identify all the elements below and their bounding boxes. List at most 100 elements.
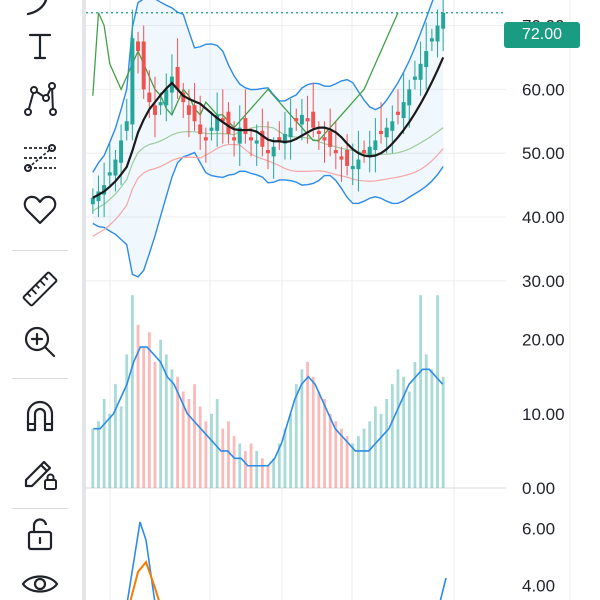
price-axis-label: 50.00	[522, 144, 565, 163]
volume-bar	[193, 384, 196, 488]
candle-body	[345, 150, 350, 166]
eye-icon[interactable]	[16, 560, 64, 600]
oscillator-signal-line	[129, 559, 160, 600]
candle-body	[305, 118, 310, 122]
candle-body	[260, 130, 265, 147]
candle-body	[124, 121, 129, 131]
candle-body	[299, 114, 304, 125]
volume-bar	[176, 376, 179, 488]
candle-body	[198, 124, 203, 135]
volume-bar	[260, 458, 264, 488]
oscillator-line-recent	[439, 577, 447, 600]
candle-body	[390, 121, 395, 131]
text-tool-icon[interactable]	[16, 22, 64, 70]
volume-bar	[385, 399, 389, 488]
volume-bar	[407, 391, 411, 488]
candle-body	[181, 92, 186, 103]
volume-bar	[255, 450, 259, 488]
price-axis-label: 10.00	[522, 405, 565, 424]
candle-body	[119, 140, 124, 163]
unlock-icon[interactable]	[16, 510, 64, 558]
candle-body	[435, 25, 440, 42]
volume-bar	[277, 443, 281, 488]
grid-lines	[86, 0, 571, 600]
price-axis-label: 60.00	[522, 80, 565, 99]
volume-bar	[357, 436, 360, 488]
candle-body	[237, 127, 242, 144]
toolbar-separator	[12, 250, 68, 251]
candle-body	[356, 159, 361, 170]
candle-body	[362, 150, 367, 154]
candle-body	[243, 118, 248, 135]
ruler-icon[interactable]	[16, 265, 64, 313]
volume-bar	[130, 295, 134, 488]
price-axis-label: 4.00	[522, 577, 555, 596]
zoom-in-icon[interactable]	[16, 318, 64, 366]
volume-pane	[91, 295, 445, 488]
volume-bar	[227, 421, 230, 488]
candle-body	[277, 137, 282, 141]
candle-body	[367, 146, 372, 157]
chart-area[interactable]: 70.0060.0050.0040.0030.0020.0010.000.006…	[86, 0, 600, 600]
volume-bar	[283, 428, 287, 488]
candle-body	[294, 118, 299, 122]
price-axis[interactable]: 70.0060.0050.0040.0030.0020.0010.000.006…	[522, 17, 565, 596]
candle-body	[441, 12, 446, 29]
volume-bar	[306, 361, 309, 488]
candle-body	[322, 137, 327, 141]
oscillator-pane	[126, 521, 447, 600]
volume-bar	[340, 428, 343, 488]
volume-bar	[204, 421, 208, 488]
oscillator-line	[126, 521, 156, 600]
volume-bar	[187, 399, 191, 488]
volume-bar	[136, 324, 140, 488]
drawing-toolbar	[0, 0, 80, 600]
volume-bar	[215, 399, 219, 488]
bollinger-lower-line	[92, 151, 444, 278]
volume-bar	[108, 413, 112, 488]
candle-body	[379, 130, 384, 135]
lock-drawing-icon[interactable]	[16, 448, 64, 496]
volume-bar	[147, 332, 151, 488]
candle-body	[209, 127, 214, 131]
volume-bar	[210, 413, 213, 488]
volume-bar	[396, 369, 400, 488]
volume-bar	[402, 376, 406, 488]
candle-body	[316, 130, 321, 135]
magnet-icon[interactable]	[16, 392, 64, 440]
moving-average-line	[92, 57, 445, 199]
volume-bar	[221, 428, 225, 488]
candle-body	[288, 127, 293, 138]
candle-body	[102, 185, 107, 195]
volume-bar	[300, 369, 304, 488]
volume-bar	[424, 354, 428, 488]
volume-bar	[390, 384, 394, 488]
volume-bar	[181, 391, 185, 488]
volume-bar	[351, 443, 355, 488]
candle-body	[107, 172, 112, 176]
toolbar-separator	[12, 378, 68, 379]
fib-tool-icon[interactable]	[16, 134, 64, 182]
candle-body	[424, 51, 429, 68]
curve-tool-icon[interactable]	[16, 0, 64, 34]
volume-bar	[243, 450, 247, 488]
price-axis-label: 20.00	[522, 331, 565, 350]
volume-bar	[272, 458, 276, 488]
volume-bar	[142, 347, 146, 488]
candle-body	[96, 191, 101, 202]
volume-bar	[102, 399, 106, 488]
candle-body	[164, 89, 169, 106]
candle-body	[147, 92, 152, 103]
volume-bar	[441, 376, 445, 488]
toolbar-divider[interactable]	[82, 0, 86, 600]
candle-body	[226, 111, 231, 135]
volume-bar	[289, 413, 293, 488]
candle-body	[203, 137, 208, 141]
candle-body	[158, 102, 163, 106]
candle-body	[311, 111, 316, 128]
volume-bar	[430, 369, 434, 488]
volume-bar	[419, 295, 422, 488]
pattern-tool-icon[interactable]	[16, 76, 64, 124]
favorites-icon[interactable]	[16, 186, 64, 234]
volume-bar	[362, 428, 366, 488]
